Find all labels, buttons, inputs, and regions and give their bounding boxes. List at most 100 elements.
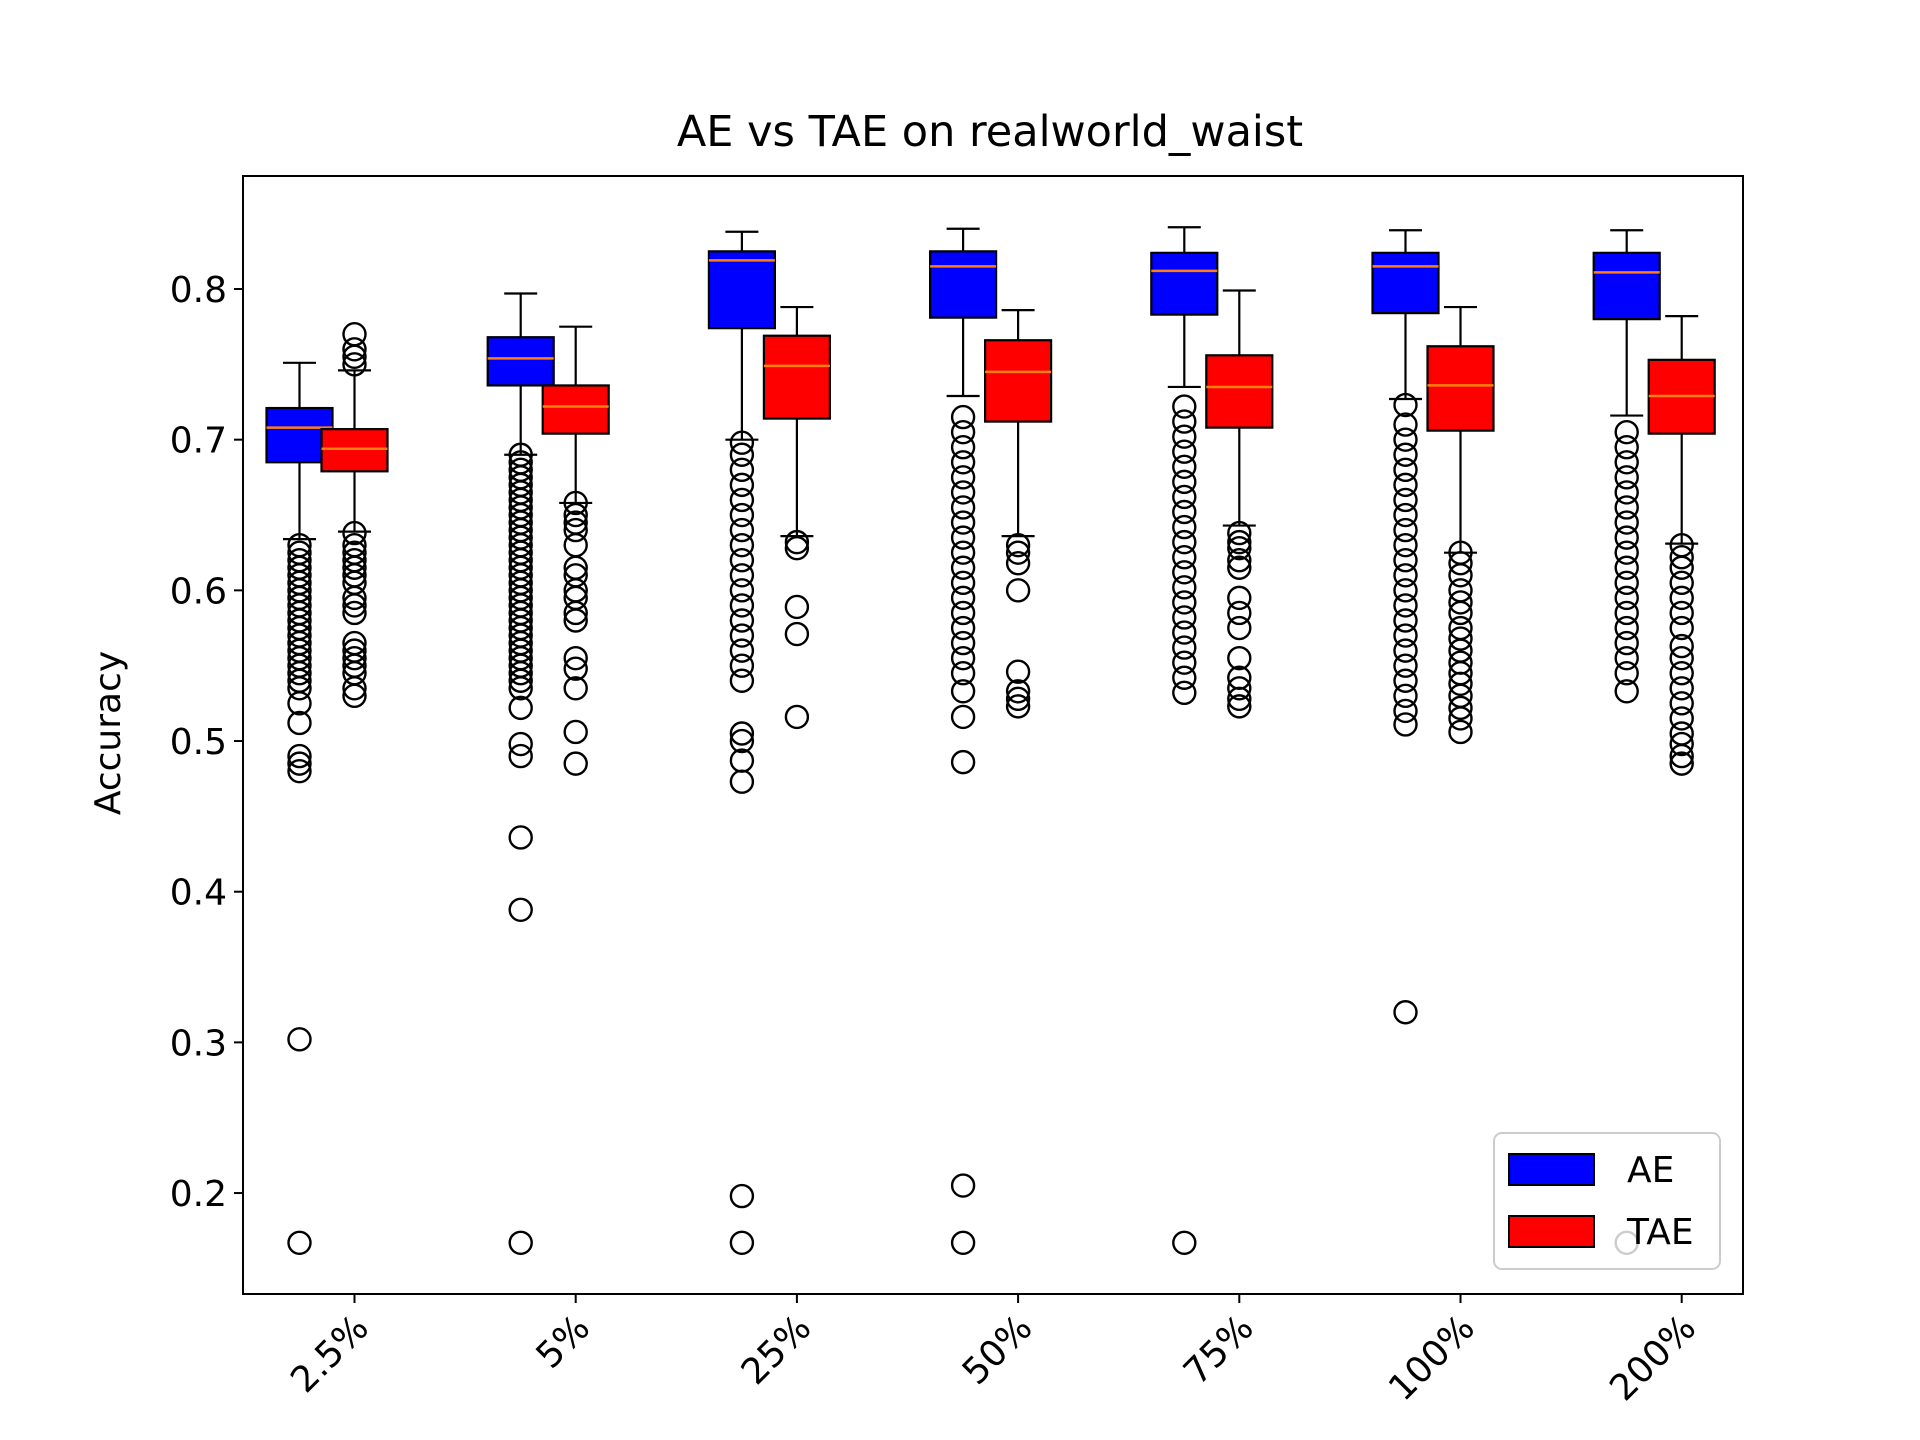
ae-100-flier bbox=[1393, 442, 1418, 467]
tae-2-5-flier bbox=[342, 555, 367, 580]
ae-5-flier bbox=[508, 731, 533, 757]
ae-2-5-flier bbox=[287, 743, 312, 769]
ae-50-flier bbox=[950, 1173, 976, 1198]
ae-100-flier bbox=[1393, 457, 1418, 483]
ae-75-flier bbox=[1172, 650, 1197, 675]
ae-75-flier bbox=[1172, 454, 1197, 480]
ae-25-box bbox=[707, 250, 777, 330]
tae-5-flier bbox=[563, 676, 588, 701]
ae-2-5-flier bbox=[287, 751, 312, 776]
ae-100-flier bbox=[1393, 392, 1418, 418]
legend-swatch-ae bbox=[1508, 1153, 1595, 1186]
ae-25-flier bbox=[729, 457, 755, 483]
ae-5-flier bbox=[508, 668, 533, 693]
tae-75-flier bbox=[1227, 585, 1252, 611]
tae-2-5-flier bbox=[342, 676, 367, 701]
tae-50-flier bbox=[1005, 694, 1031, 719]
ae-25-flier bbox=[729, 548, 755, 573]
ae-2-5-flier bbox=[287, 1027, 312, 1052]
tae-5-flier bbox=[563, 517, 588, 543]
ae-100-flier bbox=[1393, 712, 1418, 737]
ae-75-flier bbox=[1172, 575, 1197, 600]
ae-200-flier bbox=[1614, 570, 1639, 596]
ae-25-flier bbox=[729, 502, 755, 528]
tae-2-5-flier bbox=[342, 585, 367, 611]
tae-2-5-flier bbox=[342, 344, 367, 370]
ae-75-flier bbox=[1172, 409, 1197, 434]
tae-75-flier bbox=[1227, 676, 1252, 701]
tae-5-flier bbox=[563, 751, 588, 776]
tae-75-flier bbox=[1227, 529, 1252, 555]
ae-100-flier bbox=[1393, 563, 1418, 588]
tae-5-flier bbox=[563, 719, 588, 745]
ae-100-flier bbox=[1393, 1000, 1418, 1025]
tae-100-flier bbox=[1448, 600, 1473, 626]
tae-200-flier bbox=[1669, 545, 1694, 570]
ae-75-flier bbox=[1172, 680, 1197, 706]
ae-50-flier bbox=[950, 450, 976, 475]
tae-50-flier bbox=[1005, 551, 1031, 576]
ae-50-flier bbox=[950, 465, 976, 490]
tae-200-flier bbox=[1669, 691, 1694, 716]
tae-200-flier bbox=[1669, 661, 1694, 686]
tae-75-flier bbox=[1227, 520, 1252, 546]
ae-200-flier bbox=[1614, 525, 1639, 550]
tae-200-flier bbox=[1669, 615, 1694, 641]
tae-25-flier bbox=[784, 535, 810, 561]
ae-75-flier bbox=[1172, 635, 1197, 660]
tae-200-flier bbox=[1669, 570, 1694, 596]
legend-swatch-tae bbox=[1508, 1215, 1595, 1248]
tae-200-flier bbox=[1669, 706, 1694, 731]
ae-75-flier bbox=[1172, 499, 1197, 525]
ae-50-flier bbox=[950, 704, 976, 730]
ae-25-flier bbox=[729, 578, 755, 603]
ae-25-flier bbox=[729, 608, 755, 633]
tae-75-flier bbox=[1227, 686, 1252, 712]
y-tick-label: 0.8 bbox=[170, 270, 227, 311]
ae-25-flier bbox=[729, 593, 755, 618]
ae-100-flier bbox=[1393, 638, 1418, 663]
ae-5-flier bbox=[508, 825, 533, 850]
ae-25-flier bbox=[729, 769, 755, 794]
ae-100-flier bbox=[1393, 517, 1418, 543]
ae-200-flier bbox=[1614, 495, 1639, 520]
tae-2-5-flier bbox=[342, 593, 367, 618]
ae-25-flier bbox=[729, 1183, 755, 1209]
ae-25-flier bbox=[729, 668, 755, 693]
tae-5-flier bbox=[563, 645, 588, 671]
ae-200-flier bbox=[1614, 679, 1639, 704]
legend-label-tae: TAE bbox=[1626, 1212, 1694, 1253]
legend-label-ae: AE bbox=[1627, 1150, 1674, 1191]
ae-25-flier bbox=[729, 532, 755, 558]
ae-200-flier bbox=[1614, 615, 1639, 641]
ae-100-flier bbox=[1393, 487, 1418, 513]
ae-100-flier bbox=[1393, 653, 1418, 678]
ae-50-flier bbox=[950, 555, 976, 580]
tae-2-5-flier bbox=[342, 352, 367, 377]
ae-100-flier bbox=[1393, 412, 1418, 437]
tae-25-box bbox=[762, 334, 832, 420]
tae-50-flier bbox=[1005, 686, 1031, 712]
ae-100-flier bbox=[1393, 683, 1418, 709]
tae-200-flier bbox=[1669, 743, 1694, 769]
tae-200-flier bbox=[1669, 645, 1694, 671]
ae-200-flier bbox=[1614, 480, 1639, 505]
ae-50-flier bbox=[950, 645, 976, 671]
ae-100-flier bbox=[1393, 532, 1418, 558]
tae-200-flier bbox=[1669, 555, 1694, 580]
ae-100-flier bbox=[1393, 698, 1418, 724]
ae-25-flier bbox=[729, 638, 755, 663]
ae-50-flier bbox=[950, 749, 976, 775]
ae-75-flier bbox=[1172, 514, 1197, 540]
ae-75-flier bbox=[1172, 529, 1197, 555]
ae-5-flier bbox=[508, 1230, 533, 1255]
ae-5-flier bbox=[508, 695, 533, 721]
ae-75-flier bbox=[1172, 590, 1197, 615]
ae-75-flier bbox=[1172, 665, 1197, 690]
ae-50-flier bbox=[950, 630, 976, 656]
tae-100-flier bbox=[1448, 563, 1473, 588]
y-axis-label: Accuracy bbox=[88, 651, 129, 815]
ae-50-flier bbox=[950, 661, 976, 686]
ae-50-flier bbox=[950, 679, 976, 704]
